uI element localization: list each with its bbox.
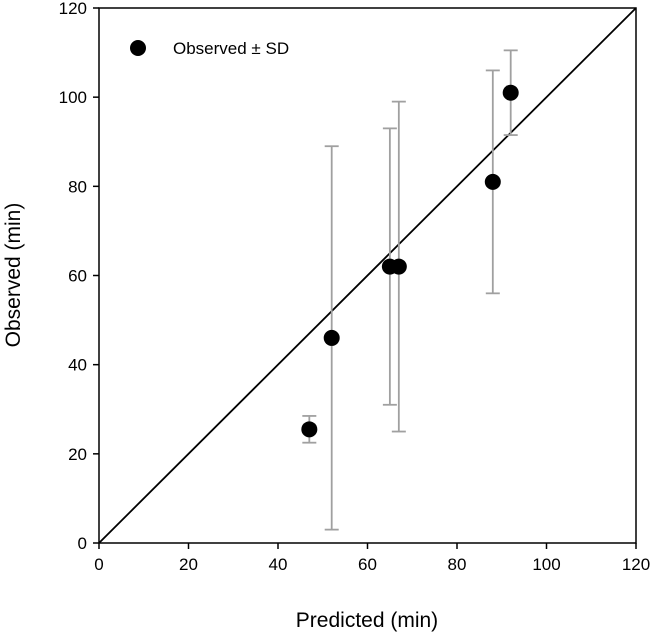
data-point	[502, 84, 519, 101]
legend-marker	[130, 40, 146, 56]
y-axis-title: Observed (min)	[2, 203, 25, 348]
y-tick-label: 60	[68, 267, 87, 286]
data-point	[301, 421, 318, 438]
data-point	[390, 258, 407, 275]
data-points	[301, 84, 519, 438]
data-point	[323, 329, 340, 346]
y-tick-label: 80	[68, 177, 87, 196]
y-tick-label: 40	[68, 356, 87, 375]
x-tick-label: 80	[448, 555, 467, 574]
x-tick-label: 40	[269, 555, 288, 574]
y-tick-label: 100	[59, 88, 87, 107]
y-tick-label: 20	[68, 445, 87, 464]
y-axis-ticks: 0 20 40 60 80 100 120	[59, 0, 99, 553]
data-point	[484, 173, 501, 190]
x-tick-label: 20	[179, 555, 198, 574]
error-bars	[302, 49, 518, 531]
legend-label: Observed ± SD	[173, 39, 289, 58]
y-tick-label: 0	[78, 534, 87, 553]
x-axis-title: Predicted (min)	[296, 609, 438, 632]
x-tick-label: 120	[622, 555, 650, 574]
legend: Observed ± SD	[130, 39, 289, 58]
x-tick-label: 60	[358, 555, 377, 574]
x-tick-label: 0	[94, 555, 103, 574]
x-axis-ticks: 0 20 40 60 80 100 120	[94, 543, 650, 574]
identity-line	[98, 7, 637, 544]
y-tick-label: 120	[59, 0, 87, 18]
x-tick-label: 100	[532, 555, 560, 574]
identity-line-group	[98, 7, 637, 544]
